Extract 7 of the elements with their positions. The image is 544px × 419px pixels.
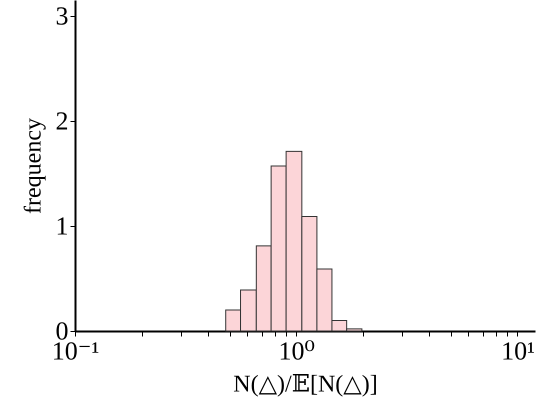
y-tick-label: 1 bbox=[56, 211, 68, 240]
x-axis-title: N(△)/𝔼[N(△)] bbox=[233, 372, 378, 398]
y-tick-label: 3 bbox=[56, 1, 68, 30]
y-tick-label: 2 bbox=[56, 106, 68, 136]
x-tick-label: 10¹ bbox=[501, 336, 535, 366]
x-tick-label: 10⁰ bbox=[278, 336, 315, 366]
y-axis-title: frequency bbox=[20, 118, 46, 214]
